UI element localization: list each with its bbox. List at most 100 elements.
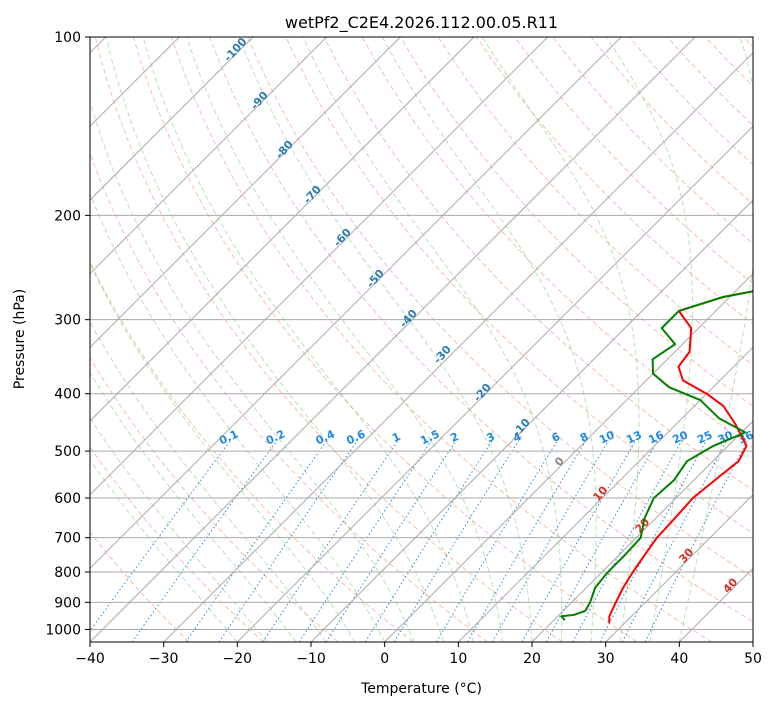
mixing-ratio-line: [393, 440, 520, 642]
mixing-ratio-line: [572, 440, 683, 642]
mixing-ratio-label: 1: [390, 430, 402, 445]
mixing-ratio-line: [435, 440, 558, 642]
y-tick-label: 600: [54, 491, 81, 507]
mixing-ratio-label: 3: [485, 430, 497, 445]
x-tick-label: 20: [523, 651, 541, 667]
mixing-ratio-line: [467, 440, 587, 642]
dewpoint-profile-line: [560, 290, 753, 621]
dry-adiabat-line: [94, 37, 563, 642]
x-tick-label: −40: [75, 651, 105, 667]
mixing-ratio-label: 36: [736, 428, 756, 446]
isotherm-line: [90, 37, 401, 349]
mixing-ratio-line: [298, 440, 432, 642]
isotherm-line: [90, 37, 254, 201]
moist-adiabat-line: [90, 262, 356, 642]
isotherm-line: [90, 37, 549, 496]
dry-adiabat-line: [90, 152, 488, 642]
dry-adiabat-line: [285, 37, 753, 535]
dry-adiabat-label: -100: [221, 35, 249, 64]
dry-adiabat-line: [90, 260, 414, 642]
x-tick-label: −20: [223, 651, 253, 667]
mixing-ratio-line: [364, 440, 493, 642]
isotherm-line: [90, 37, 328, 275]
mixing-ratio-labels: 0.1 0.2 0.4 0.6 1 1.5 2 3 4 6 8 10 13 16 20 25 30 36: [217, 427, 756, 447]
dry-adiabat-label: -50: [364, 267, 387, 291]
moist-adiabat-line: [186, 37, 504, 642]
mixing-ratio-line: [491, 440, 609, 642]
moist-adiabat-line: [142, 37, 474, 642]
isotherm-line: [310, 199, 753, 642]
isotherm-line: [605, 493, 753, 642]
moist-adiabat-line: [90, 417, 268, 642]
dry-adiabat-line: [132, 37, 638, 642]
mixing-ratio-label: 16: [646, 428, 666, 446]
dry-adiabat-label: -70: [301, 183, 324, 207]
moist-adiabat-line: [90, 459, 238, 642]
moist-adiabat-line: [381, 37, 597, 642]
isotherm-line: [531, 420, 753, 642]
moist-adiabat-line: [678, 37, 753, 642]
mixing-ratio-label: 0.1: [217, 427, 240, 447]
dry-adiabat-label: 0: [552, 454, 567, 469]
mixing-ratio-label: 10: [597, 428, 617, 446]
mixing-ratio-line: [325, 440, 457, 642]
mixing-ratio-label: 25: [695, 428, 714, 446]
isotherm-line: [90, 37, 622, 570]
plot-frame: [89, 36, 754, 643]
mixing-ratio-line: [545, 440, 659, 642]
x-axis-label: Temperature (°C): [360, 681, 482, 697]
y-tick-label: 700: [54, 531, 81, 547]
dry-adiabat-line: [399, 37, 753, 407]
isotherm-line: [163, 51, 753, 642]
y-tick-label: 800: [54, 565, 81, 581]
y-tick-label: 900: [54, 595, 81, 611]
y-tick-label: 1000: [45, 622, 81, 638]
moist-adiabat-line: [90, 99, 415, 642]
dry-adiabat-line: [704, 37, 753, 87]
isotherm-line: [236, 125, 753, 642]
mixing-ratio-line: [599, 440, 707, 642]
background-lines: [90, 37, 753, 642]
mixing-ratio-label: 0.2: [264, 427, 287, 447]
dry-adiabat-line: [743, 37, 753, 48]
mixing-ratio-label: 0.6: [344, 427, 367, 447]
moist-adiabat-line: [238, 37, 533, 642]
dry-adiabat-label: -40: [397, 307, 420, 331]
x-axis: −40 −30 −20 −10 0 10 20 30 40 50: [75, 642, 762, 667]
dry-adiabat-line: [514, 37, 753, 285]
dry-adiabat-label: -80: [273, 138, 296, 162]
y-axis: 100 200 300 400 500 600 700 800 900 1000: [45, 30, 90, 638]
dry-adiabat-label: 40: [720, 575, 740, 595]
y-tick-label: 200: [54, 208, 81, 224]
dry-adiabat-line: [361, 37, 753, 449]
dry-adiabat-line: [247, 37, 753, 578]
dry-adiabat-line: [90, 531, 190, 642]
moist-adiabat-line: [481, 37, 640, 642]
mixing-ratio-label: 20: [671, 428, 691, 446]
mixing-ratio-label: 1.5: [418, 427, 441, 447]
moist-adiabat-line: [90, 320, 327, 642]
y-axis-label: Pressure (hPa): [12, 289, 28, 389]
mixing-ratio-line: [90, 440, 231, 632]
chart-title: wetPf2_C2E4.2026.112.00.05.R11: [285, 13, 558, 33]
mixing-ratio-line: [185, 440, 328, 642]
dry-adiabat-line: [90, 356, 339, 642]
x-tick-label: −30: [149, 651, 179, 667]
mixing-ratio-line: [521, 440, 637, 642]
dry-adiabat-label: -20: [471, 381, 494, 405]
dry-adiabat-label: -30: [431, 343, 454, 367]
y-tick-label: 300: [54, 313, 81, 329]
isotherm-line: [678, 567, 753, 642]
mixing-ratio-line: [262, 440, 399, 642]
data-series: [560, 290, 753, 623]
dry-adiabat-line: [209, 37, 753, 623]
isotherm-line: [90, 37, 475, 422]
moist-adiabat-line: [606, 37, 693, 642]
y-tick-label: 500: [54, 444, 81, 460]
dry-adiabat-label: 30: [676, 545, 696, 565]
y-tick-label: 400: [54, 387, 81, 403]
x-tick-label: 30: [597, 651, 615, 667]
mixing-ratio-label: 6: [550, 430, 563, 445]
dry-adiabat-label: -60: [331, 226, 354, 250]
isotherm-line: [384, 272, 753, 642]
